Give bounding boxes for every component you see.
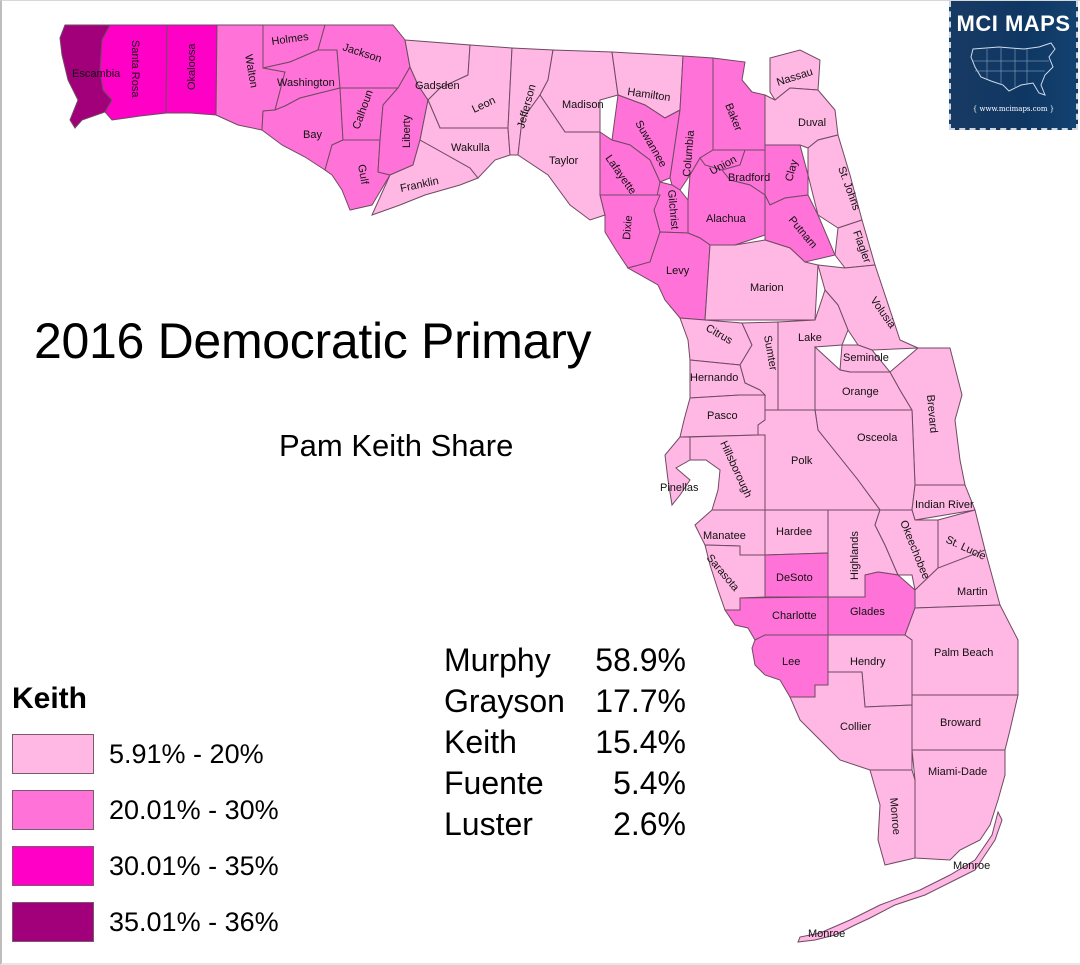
svg-text:Monroe: Monroe bbox=[953, 860, 990, 872]
svg-text:Orange: Orange bbox=[842, 386, 879, 398]
legend-item: 5.91% - 20% bbox=[12, 734, 264, 774]
candidate-share: 5.4% bbox=[613, 765, 686, 801]
county-broward[interactable] bbox=[911, 694, 1019, 751]
result-row: Murphy 58.9% bbox=[444, 640, 686, 681]
svg-text:Bradford: Bradford bbox=[728, 172, 770, 184]
candidate-name: Luster bbox=[444, 806, 533, 842]
svg-text:DeSoto: DeSoto bbox=[776, 572, 813, 584]
logo-title: MCI MAPS bbox=[956, 11, 1071, 36]
svg-text:Washington: Washington bbox=[277, 77, 335, 89]
svg-text:Santa Rosa: Santa Rosa bbox=[129, 40, 141, 98]
svg-text:Pasco: Pasco bbox=[707, 410, 738, 422]
svg-text:Manatee: Manatee bbox=[703, 530, 746, 542]
legend-swatch bbox=[12, 846, 94, 886]
svg-text:Bay: Bay bbox=[303, 129, 322, 141]
svg-text:Hendry: Hendry bbox=[850, 656, 886, 668]
svg-text:Monroe: Monroe bbox=[808, 928, 845, 940]
result-row: Keith 15.4% bbox=[444, 722, 686, 763]
svg-text:Lee: Lee bbox=[782, 656, 800, 668]
legend-swatch bbox=[12, 734, 94, 774]
county-baker[interactable] bbox=[712, 57, 766, 151]
svg-text:Glades: Glades bbox=[850, 606, 885, 618]
svg-text:Brevard: Brevard bbox=[924, 394, 939, 433]
county-wakulla[interactable] bbox=[419, 98, 511, 179]
svg-text:Gadsden: Gadsden bbox=[415, 80, 460, 92]
svg-text:Charlotte: Charlotte bbox=[772, 610, 817, 622]
legend-swatch bbox=[12, 790, 94, 830]
candidate-name: Grayson bbox=[444, 683, 565, 719]
svg-text:Gulf: Gulf bbox=[355, 163, 370, 186]
svg-text:Alachua: Alachua bbox=[706, 213, 747, 225]
svg-text:Osceola: Osceola bbox=[857, 432, 898, 444]
legend-label: 20.01% - 30% bbox=[109, 794, 279, 825]
svg-text:Collier: Collier bbox=[840, 721, 872, 733]
svg-text:Pinellas: Pinellas bbox=[660, 482, 699, 494]
legend-item: 35.01% - 36% bbox=[12, 902, 279, 942]
svg-text:Levy: Levy bbox=[666, 265, 690, 277]
map-title: 2016 Democratic Primary bbox=[34, 313, 592, 369]
svg-text:Holmes: Holmes bbox=[271, 31, 310, 48]
county-indian-river[interactable] bbox=[911, 484, 976, 521]
svg-text:Palm Beach: Palm Beach bbox=[934, 647, 993, 659]
svg-text:Monroe: Monroe bbox=[887, 797, 902, 835]
statewide-results: Murphy 58.9% Grayson 17.7% Keith 15.4% F… bbox=[444, 640, 686, 845]
candidate-share: 58.9% bbox=[595, 642, 686, 678]
county-okaloosa[interactable] bbox=[165, 24, 218, 116]
logo-url: { www.mcimaps.com } bbox=[972, 105, 1055, 113]
county-collier[interactable] bbox=[789, 671, 913, 771]
svg-text:Miami-Dade: Miami-Dade bbox=[928, 766, 987, 778]
legend-label: 30.01% - 35% bbox=[109, 850, 279, 881]
county-monroe-keys[interactable] bbox=[797, 810, 1003, 943]
svg-text:Wakulla: Wakulla bbox=[451, 142, 491, 154]
svg-text:Highlands: Highlands bbox=[849, 531, 861, 580]
legend-title: Keith bbox=[12, 682, 87, 715]
legend-label: 5.91% - 20% bbox=[109, 738, 264, 769]
svg-text:Clay: Clay bbox=[783, 158, 800, 183]
svg-text:Hamilton: Hamilton bbox=[627, 86, 672, 104]
mci-maps-logo[interactable]: MCI MAPS { www.mcimaps.com } bbox=[949, 1, 1078, 130]
svg-text:Polk: Polk bbox=[791, 455, 813, 467]
county-marion[interactable] bbox=[704, 239, 819, 321]
county-pinellas[interactable] bbox=[664, 436, 691, 507]
candidate-name: Murphy bbox=[444, 642, 551, 678]
result-row: Fuente 5.4% bbox=[444, 763, 686, 804]
result-row: Luster 2.6% bbox=[444, 804, 686, 845]
legend-label: 35.01% - 36% bbox=[109, 906, 279, 937]
svg-text:Duval: Duval bbox=[798, 117, 826, 129]
svg-text:Madison: Madison bbox=[562, 99, 604, 111]
svg-text:Indian River: Indian River bbox=[915, 499, 974, 511]
legend-item: 30.01% - 35% bbox=[12, 846, 279, 886]
candidate-name: Keith bbox=[444, 724, 517, 760]
county-hillsborough[interactable] bbox=[689, 434, 766, 511]
result-row: Grayson 17.7% bbox=[444, 681, 686, 722]
county-monroe-mainland[interactable] bbox=[869, 769, 916, 866]
candidate-share: 2.6% bbox=[613, 806, 686, 842]
svg-text:Martin: Martin bbox=[957, 586, 988, 598]
candidate-name: Fuente bbox=[444, 765, 544, 801]
legend-item: 20.01% - 30% bbox=[12, 790, 279, 830]
svg-text:Okaloosa: Okaloosa bbox=[186, 43, 198, 90]
svg-text:Lake: Lake bbox=[798, 332, 822, 344]
usa-map-icon bbox=[970, 42, 1056, 96]
svg-text:Liberty: Liberty bbox=[401, 114, 413, 148]
svg-text:Walton: Walton bbox=[242, 53, 260, 88]
svg-text:Gilchrist: Gilchrist bbox=[665, 189, 680, 230]
svg-text:Taylor: Taylor bbox=[549, 155, 579, 167]
candidate-share: 15.4% bbox=[595, 724, 686, 760]
svg-text:Dixie: Dixie bbox=[621, 215, 635, 240]
svg-text:Columbia: Columbia bbox=[681, 129, 697, 177]
legend-swatch bbox=[12, 902, 94, 942]
svg-text:Hernando: Hernando bbox=[690, 372, 738, 384]
svg-text:Seminole: Seminole bbox=[843, 352, 889, 364]
svg-text:Escambia: Escambia bbox=[72, 68, 121, 80]
county-shapes bbox=[59, 24, 1019, 943]
svg-text:Hardee: Hardee bbox=[776, 526, 812, 538]
svg-text:Broward: Broward bbox=[940, 717, 981, 729]
candidate-share: 17.7% bbox=[595, 683, 686, 719]
map-subtitle: Pam Keith Share bbox=[279, 428, 514, 463]
svg-text:Marion: Marion bbox=[750, 282, 784, 294]
